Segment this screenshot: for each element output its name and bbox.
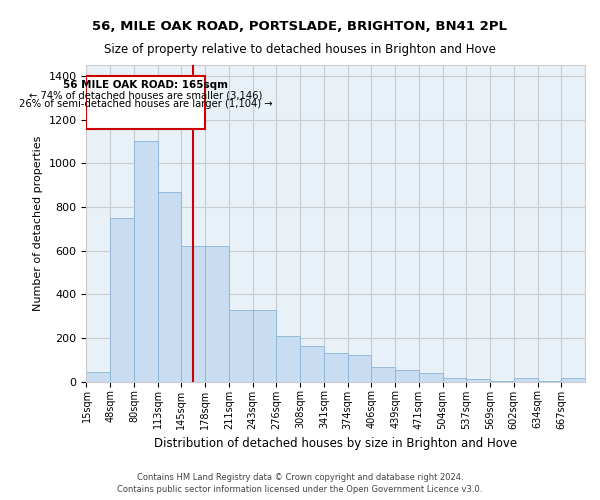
Bar [158, 192, 181, 382]
Bar [561, 378, 585, 382]
Bar [110, 218, 134, 382]
Bar [300, 346, 324, 382]
Text: Contains HM Land Registry data © Crown copyright and database right 2024.
Contai: Contains HM Land Registry data © Crown c… [118, 473, 482, 494]
X-axis label: Distribution of detached houses by size in Brighton and Hove: Distribution of detached houses by size … [154, 437, 517, 450]
Bar [347, 356, 371, 382]
Bar [466, 380, 490, 382]
Text: 56, MILE OAK ROAD, PORTSLADE, BRIGHTON, BN41 2PL: 56, MILE OAK ROAD, PORTSLADE, BRIGHTON, … [92, 20, 508, 33]
Bar [134, 142, 158, 382]
Bar [205, 246, 229, 382]
FancyBboxPatch shape [86, 76, 205, 130]
Bar [419, 373, 443, 382]
Bar [490, 380, 514, 382]
Bar [253, 310, 277, 382]
Bar [229, 310, 253, 382]
Bar [371, 368, 395, 382]
Text: 26% of semi-detached houses are larger (1,104) →: 26% of semi-detached houses are larger (… [19, 99, 272, 109]
Y-axis label: Number of detached properties: Number of detached properties [33, 136, 43, 311]
Bar [181, 246, 205, 382]
Bar [395, 370, 419, 382]
Bar [324, 354, 347, 382]
Bar [443, 378, 466, 382]
Text: Size of property relative to detached houses in Brighton and Hove: Size of property relative to detached ho… [104, 42, 496, 56]
Bar [538, 380, 561, 382]
Bar [277, 336, 300, 382]
Text: ← 74% of detached houses are smaller (3,146): ← 74% of detached houses are smaller (3,… [29, 90, 262, 100]
Bar [86, 372, 110, 382]
Bar [514, 378, 538, 382]
Text: 56 MILE OAK ROAD: 165sqm: 56 MILE OAK ROAD: 165sqm [64, 80, 229, 90]
